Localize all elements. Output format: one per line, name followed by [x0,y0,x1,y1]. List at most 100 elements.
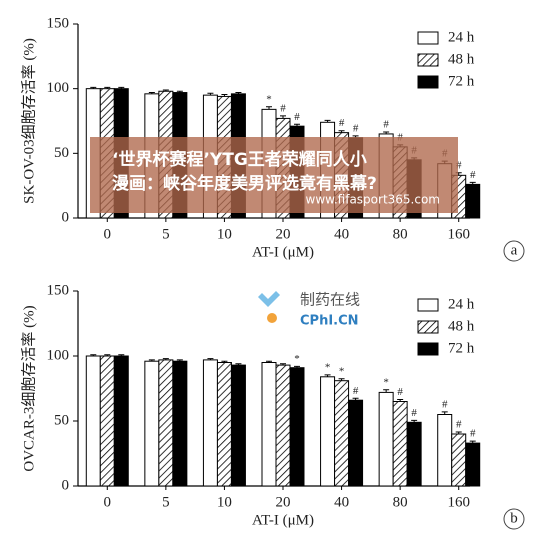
error-bar [266,360,272,363]
error-bar [176,90,183,93]
logo-dot [267,313,277,323]
significance-mark: * [266,93,272,105]
bar [289,367,305,487]
error-bar [90,354,97,356]
error-bar [207,358,214,360]
y-tick-label: 150 [47,15,70,31]
error-bar [148,92,155,94]
bar [113,355,129,487]
legend-swatch [417,342,439,356]
y-tick-label: 100 [47,80,70,96]
error-bar [235,92,242,94]
bar [406,421,422,487]
significance-mark: * [294,353,300,365]
logo-icon [258,291,280,307]
error-bar [162,358,169,360]
significance-mark: # [353,385,359,397]
bar [202,359,218,487]
error-bar [338,378,345,381]
x-tick-label: 40 [334,226,349,242]
error-bar [383,389,390,393]
x-tick-label: 5 [162,494,170,510]
logo-site: CPhI.CN [300,314,359,329]
x-axis-label: AT-I (μM) [252,244,314,260]
y-tick-label: 50 [54,412,69,428]
error-bar [148,359,155,362]
bar [437,414,453,487]
error-bar [90,86,97,89]
x-tick-label: 160 [447,494,470,510]
error-bar [324,119,331,123]
bar [99,355,115,487]
significance-mark: * [339,365,345,377]
bar [275,364,291,487]
significance-mark: # [353,122,359,134]
significance-mark: # [383,119,389,131]
error-bar [280,363,286,366]
error-bar [411,419,418,423]
x-tick-label: 20 [276,494,291,510]
error-bar [235,363,242,366]
significance-mark: # [470,169,476,181]
bar [465,442,481,487]
bar [144,360,160,487]
legend-swatch [417,75,439,89]
y-axis-label: SK-OV-03细胞存活率 (%) [20,38,37,204]
error-bar [207,92,214,96]
error-bar [266,106,272,110]
significance-mark: # [280,102,286,114]
error-bar [280,115,286,119]
legend-label: 48 h [448,51,475,67]
error-bar [118,86,125,89]
error-bar [104,86,111,89]
x-axis-label: AT-I (μM) [252,512,314,528]
significance-mark: # [470,428,476,440]
error-bar [469,440,476,444]
bar [216,362,232,487]
watermark-title-2: 漫画：峡谷年度美男评选竟有黑幕? [112,173,377,194]
error-bar [397,399,404,402]
logo-text: 制药在线 [300,291,360,309]
error-bar [176,359,183,362]
bar [85,355,101,487]
error-bar [162,89,169,92]
error-bar [383,131,390,134]
charts: 0 50 100 150 SK-OV-03细胞存活率 (%) AT-I (μM) a 0 5 10… [20,15,525,530]
legend-label: 24 h [448,296,475,312]
bar [230,364,246,487]
x-tick-label: 10 [217,494,232,510]
significance-mark: # [456,419,462,431]
panel-label: b [510,510,518,526]
bar [320,376,336,487]
legend-label: 48 h [448,318,475,334]
y-tick-label: 0 [62,209,70,225]
y-axis-label: OVCAR-3细胞存活率 (%) [20,305,37,471]
error-bar [104,354,111,356]
significance-mark: * [325,361,331,373]
significance-mark: # [294,111,300,123]
legend-swatch [417,320,439,334]
watermark-title-1: ‘世界杯赛程’YTG王者荣耀同人小 [112,149,367,170]
significance-mark: * [383,376,389,388]
error-bar [441,411,448,415]
error-bar [221,93,228,97]
y-tick-label: 0 [62,477,70,493]
error-bar [221,360,228,363]
error-bar [294,123,300,127]
error-bar [338,130,345,133]
panel-badge [503,240,525,262]
legend-label: 24 h [448,29,475,45]
watermark-overlay: ‘世界杯赛程’YTG王者荣耀同人小 漫画：峡谷年度美男评选竟有黑幕? www.f… [90,137,458,329]
y-tick-label: 100 [47,347,70,363]
bar [334,380,350,487]
error-bar [455,431,462,434]
bar [465,183,481,219]
panel-label: a [511,242,518,258]
x-tick-label: 10 [217,226,232,242]
x-tick-label: 5 [162,226,170,242]
bar [261,362,277,487]
error-bar [469,181,476,185]
significance-mark: # [456,159,462,171]
error-bar [294,365,300,368]
